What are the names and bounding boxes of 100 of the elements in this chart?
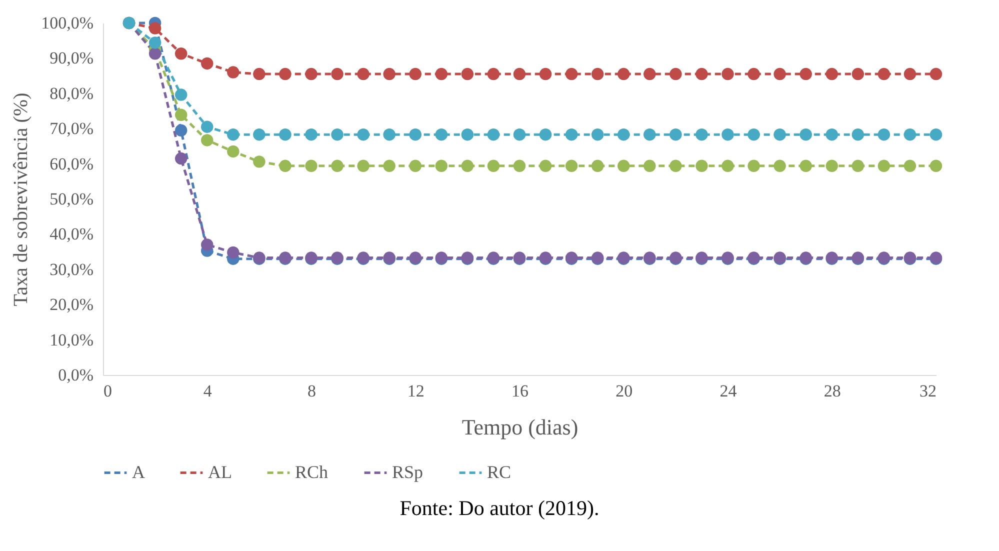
point bbox=[174, 108, 188, 121]
point bbox=[930, 160, 942, 172]
x-tick-label: 24 bbox=[720, 382, 738, 400]
legend-label: RSp bbox=[392, 462, 424, 482]
point bbox=[461, 128, 474, 141]
point bbox=[357, 68, 370, 80]
point bbox=[618, 160, 630, 172]
point bbox=[748, 128, 760, 141]
point bbox=[930, 128, 942, 141]
point bbox=[461, 68, 474, 80]
x-tick-label: 0 bbox=[104, 382, 112, 400]
point bbox=[904, 128, 916, 141]
point bbox=[487, 160, 500, 172]
y-axis-title: Taxa de sobrevivência (%) bbox=[10, 92, 32, 306]
source-note: Fonte: Do autor (2019). bbox=[398, 496, 600, 521]
point bbox=[383, 68, 396, 80]
point bbox=[852, 68, 864, 80]
point bbox=[774, 68, 786, 80]
point bbox=[904, 68, 916, 80]
point bbox=[878, 160, 890, 172]
legend-label: RC bbox=[487, 462, 512, 482]
point bbox=[305, 128, 318, 141]
y-tick-label: 80,0% bbox=[50, 84, 94, 103]
point bbox=[644, 68, 656, 80]
point bbox=[331, 160, 344, 172]
point bbox=[644, 160, 656, 172]
point bbox=[565, 128, 578, 141]
x-tick-label: 20 bbox=[616, 382, 633, 400]
point bbox=[748, 68, 760, 80]
point bbox=[774, 160, 786, 172]
point bbox=[174, 88, 188, 101]
point bbox=[800, 128, 812, 141]
point bbox=[253, 68, 266, 80]
point bbox=[591, 128, 604, 141]
point bbox=[409, 68, 422, 80]
point bbox=[670, 128, 682, 141]
x-tick-label: 28 bbox=[824, 382, 841, 400]
point bbox=[513, 128, 526, 141]
point bbox=[904, 160, 916, 172]
point bbox=[253, 156, 266, 168]
point bbox=[201, 120, 214, 133]
point bbox=[591, 68, 604, 80]
point bbox=[227, 66, 240, 78]
point bbox=[670, 160, 682, 172]
point bbox=[774, 128, 786, 141]
point bbox=[201, 57, 214, 70]
y-tick-label: 40,0% bbox=[50, 224, 94, 244]
point bbox=[331, 68, 344, 80]
point bbox=[513, 160, 526, 172]
point bbox=[696, 160, 708, 172]
legend-label: AL bbox=[208, 462, 232, 482]
point bbox=[800, 68, 812, 80]
point bbox=[148, 36, 162, 49]
point bbox=[722, 128, 734, 141]
point bbox=[800, 160, 812, 172]
point bbox=[279, 160, 292, 172]
y-tick-label: 90,0% bbox=[50, 48, 94, 68]
point bbox=[201, 134, 214, 146]
point bbox=[279, 128, 292, 141]
point bbox=[487, 128, 500, 141]
point bbox=[930, 68, 942, 80]
x-tick-label: 8 bbox=[308, 382, 316, 400]
point bbox=[174, 48, 188, 60]
point bbox=[878, 128, 890, 141]
point bbox=[174, 124, 188, 136]
x-tick-label: 16 bbox=[512, 382, 528, 400]
point bbox=[618, 128, 630, 141]
point bbox=[539, 160, 552, 172]
y-tick-label: 50,0% bbox=[50, 190, 94, 208]
point bbox=[696, 68, 708, 80]
point bbox=[461, 160, 474, 172]
point bbox=[565, 68, 578, 80]
point bbox=[227, 128, 240, 141]
point bbox=[513, 68, 526, 80]
y-tick-label: 20,0% bbox=[50, 295, 94, 314]
y-tick-label: 30,0% bbox=[50, 260, 94, 279]
point bbox=[826, 160, 838, 172]
y-tick-label: 100,0% bbox=[41, 14, 94, 32]
point bbox=[435, 128, 448, 141]
point bbox=[409, 160, 422, 172]
point bbox=[253, 128, 266, 141]
point bbox=[722, 160, 734, 172]
point bbox=[826, 68, 838, 80]
point bbox=[227, 145, 240, 158]
point bbox=[565, 160, 578, 172]
x-axis-title: Tempo (dias) bbox=[462, 414, 578, 440]
point bbox=[722, 68, 734, 80]
legend-label: A bbox=[132, 462, 145, 482]
x-tick-label: 32 bbox=[920, 382, 936, 400]
point bbox=[383, 160, 396, 172]
y-tick-label: 10,0% bbox=[50, 330, 94, 350]
y-tick-label: 0,0% bbox=[58, 366, 94, 384]
point bbox=[852, 128, 864, 141]
point bbox=[435, 160, 448, 172]
point bbox=[148, 48, 162, 60]
legend-label: RCh bbox=[295, 462, 328, 482]
point bbox=[279, 68, 292, 80]
point bbox=[357, 160, 370, 172]
point bbox=[174, 152, 188, 165]
point bbox=[487, 68, 500, 80]
